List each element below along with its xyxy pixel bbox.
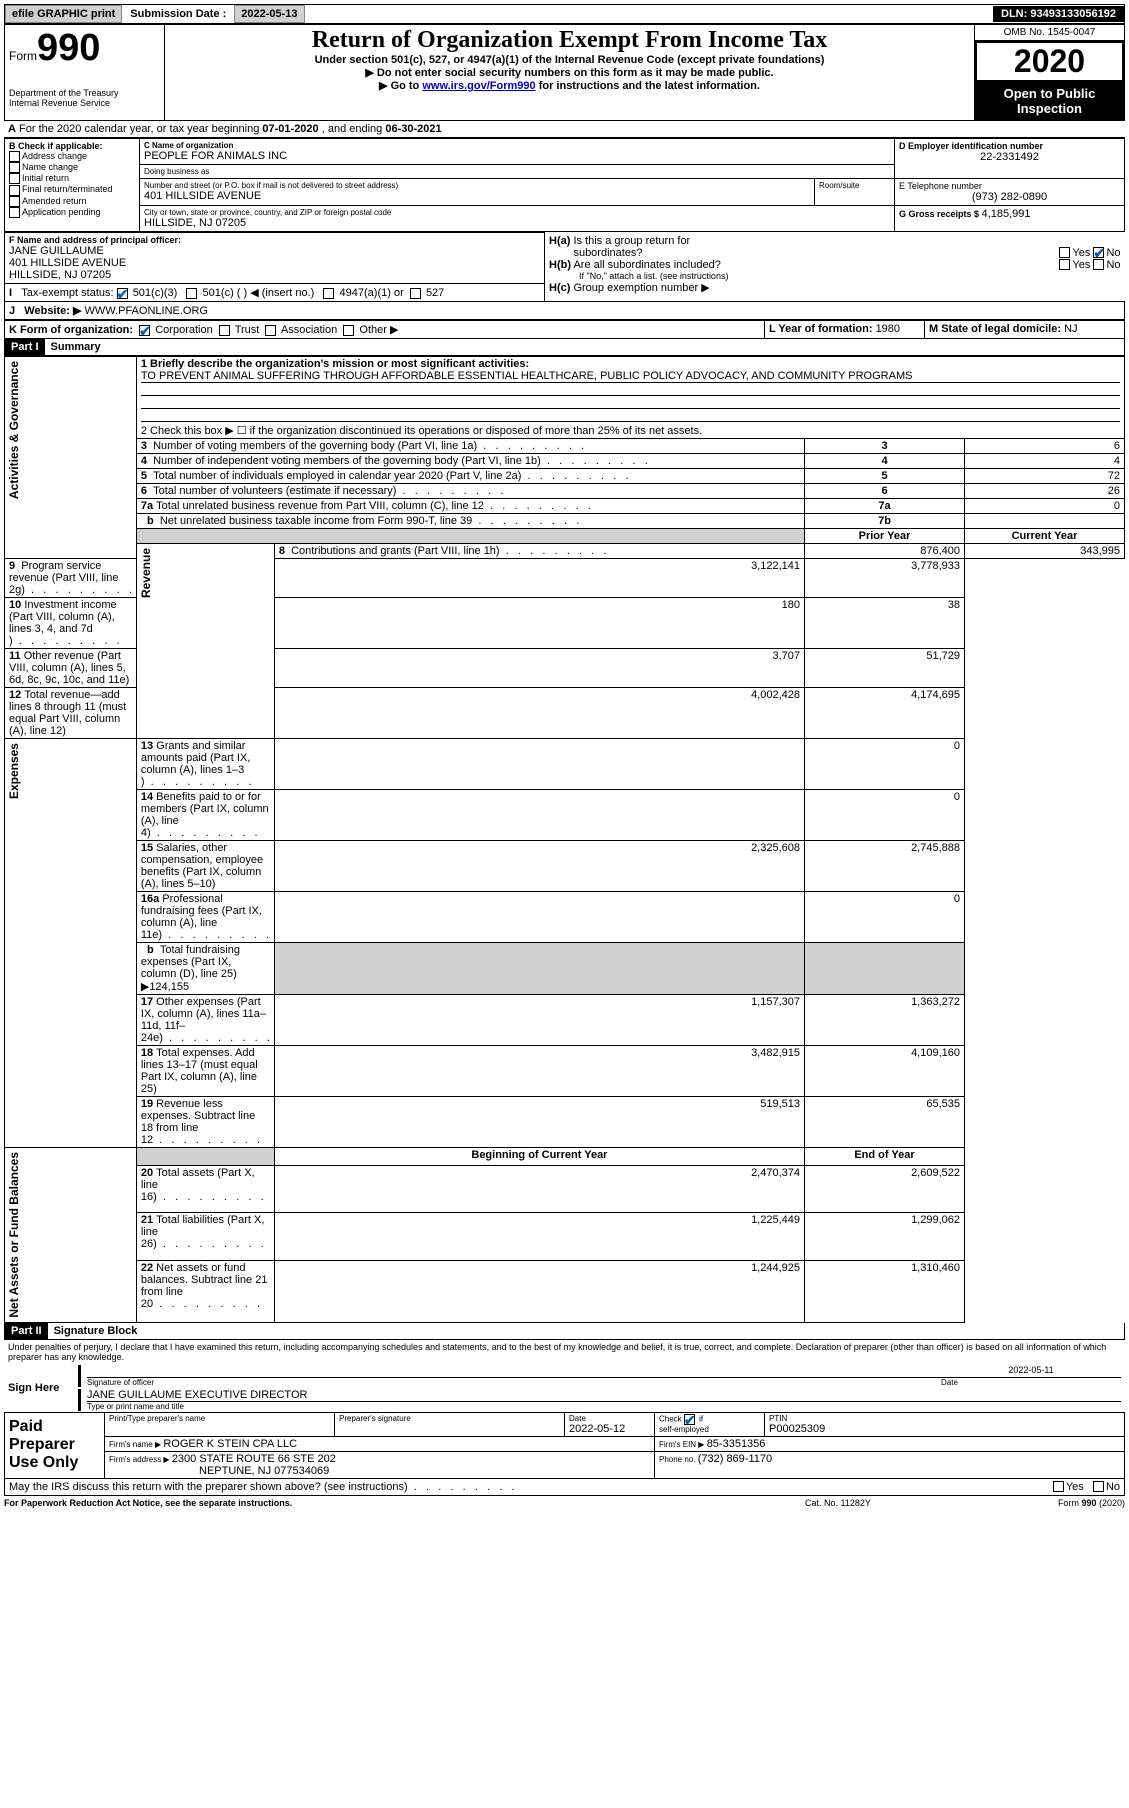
submission-date-button[interactable]: 2022-05-13	[234, 5, 304, 23]
gross-receipts: 4,185,991	[982, 208, 1031, 220]
check-address-change[interactable]	[9, 151, 20, 162]
form-subtitle: Under section 501(c), 527, or 4947(a)(1)…	[169, 54, 970, 66]
dln: DLN: 93493133056192	[993, 6, 1124, 22]
line1-label: 1 Briefly describe the organization's mi…	[141, 358, 529, 370]
i-4947[interactable]	[323, 288, 334, 299]
officer-addr2: HILLSIDE, NJ 07205	[9, 269, 540, 281]
footer-mid: Cat. No. 11282Y	[805, 1498, 985, 1508]
g-label: G Gross receipts $	[899, 209, 982, 219]
efile-button[interactable]: efile GRAPHIC print	[5, 5, 122, 23]
form-number: 990	[37, 27, 100, 69]
k-label: K Form of organization:	[9, 324, 133, 336]
open-to-public: Open to Public Inspection	[975, 82, 1124, 120]
footer-right: Form 990 (2020)	[985, 1498, 1125, 1508]
side-governance: Activities & Governance	[5, 357, 23, 503]
tax-year: 2020	[975, 41, 1124, 82]
form-instr-1: ▶ Do not enter social security numbers o…	[169, 66, 970, 79]
line-a: A For the 2020 calendar year, or tax yea…	[4, 121, 1125, 138]
prep-self-employed[interactable]	[684, 1414, 695, 1425]
dept-treasury: Department of the Treasury	[9, 88, 160, 98]
hb-no[interactable]	[1093, 259, 1104, 270]
top-bar: efile GRAPHIC print Submission Date : 20…	[4, 4, 1125, 24]
telephone: (973) 282-0890	[899, 191, 1120, 203]
side-netassets: Net Assets or Fund Balances	[5, 1148, 23, 1322]
j-label: Website: ▶	[24, 305, 81, 317]
year-formation: 1980	[876, 323, 900, 335]
street-label: Number and street (or P.O. box if mail i…	[144, 181, 810, 190]
paid-preparer: Paid Preparer Use Only	[5, 1412, 105, 1478]
line2: 2 Check this box ▶ ☐ if the organization…	[136, 423, 1124, 439]
form-instr-2: ▶ Go to www.irs.gov/Form990 for instruct…	[169, 79, 970, 92]
entity-block: B Check if applicable: Address change Na…	[4, 138, 1125, 232]
klm-block: K Form of organization: Corporation Trus…	[4, 320, 1125, 339]
discuss-row: May the IRS discuss this return with the…	[4, 1479, 1125, 1496]
h-c: H(c) Group exemption number ▶	[549, 281, 1121, 294]
side-revenue: Revenue	[137, 544, 155, 602]
footer-left: For Paperwork Reduction Act Notice, see …	[4, 1498, 805, 1508]
preparer-block: Paid Preparer Use Only Print/Type prepar…	[4, 1412, 1125, 1479]
hb-yes[interactable]	[1059, 259, 1070, 270]
street: 401 HILLSIDE AVENUE	[144, 190, 810, 202]
form-header: Form990 Department of the Treasury Inter…	[4, 24, 1125, 121]
signature-block: Sign Here 2022-05-11 Signature of office…	[4, 1364, 1125, 1412]
city-label: City or town, state or province, country…	[144, 208, 890, 217]
l-label: L Year of formation:	[769, 323, 876, 335]
sig-date-label: Date	[941, 1378, 1121, 1387]
i-527[interactable]	[410, 288, 421, 299]
omb-number: OMB No. 1545-0047	[975, 25, 1124, 41]
form-title: Return of Organization Exempt From Incom…	[169, 27, 970, 54]
mission-text: TO PREVENT ANIMAL SUFFERING THROUGH AFFO…	[141, 370, 1120, 383]
discuss-yes[interactable]	[1053, 1481, 1064, 1492]
d-label: D Employer identification number	[899, 141, 1120, 151]
e-label: E Telephone number	[899, 181, 1120, 191]
typed-label: Type or print name and title	[87, 1402, 1121, 1411]
h-b-note: If "No," attach a list. (see instruction…	[549, 271, 1121, 281]
h-a: H(a) Is this a group return for subordin…	[549, 235, 1121, 259]
c-name-label: C Name of organization	[144, 141, 890, 150]
check-initial-return[interactable]	[9, 173, 20, 184]
city: HILLSIDE, NJ 07205	[144, 217, 890, 229]
f-label: F Name and address of principal officer:	[9, 235, 540, 245]
state-domicile: NJ	[1064, 323, 1077, 335]
room-label: Room/suite	[819, 181, 890, 190]
k-corporation[interactable]	[139, 325, 150, 336]
website: WWW.PFAONLINE.ORG	[81, 305, 208, 317]
sig-date: 2022-05-11	[941, 1365, 1121, 1378]
org-name: PEOPLE FOR ANIMALS INC	[144, 150, 890, 162]
sig-officer-label: Signature of officer	[87, 1378, 941, 1387]
ein: 22-2331492	[899, 151, 1120, 163]
ha-yes[interactable]	[1059, 247, 1070, 258]
check-application-pending[interactable]	[9, 207, 20, 218]
part1-header: Part ISummary	[4, 339, 1125, 356]
check-final-return[interactable]	[9, 185, 20, 196]
k-trust[interactable]	[219, 325, 230, 336]
fhij-block: F Name and address of principal officer:…	[4, 232, 1125, 320]
part1-table: Activities & Governance 1 Briefly descri…	[4, 356, 1125, 1323]
typed-name: JANE GUILLAUME EXECUTIVE DIRECTOR	[87, 1389, 1121, 1402]
section-b-label: B Check if applicable:	[9, 141, 135, 151]
officer-addr1: 401 HILLSIDE AVENUE	[9, 257, 540, 269]
check-name-change[interactable]	[9, 162, 20, 173]
footer: For Paperwork Reduction Act Notice, see …	[4, 1496, 1125, 1510]
h-b: H(b) Are all subordinates included? Yes …	[549, 259, 1121, 271]
declaration: Under penalties of perjury, I declare th…	[4, 1340, 1125, 1364]
submission-label: Submission Date :	[126, 6, 230, 22]
part2-header: Part IISignature Block	[4, 1323, 1125, 1340]
dept-irs: Internal Revenue Service	[9, 98, 160, 108]
officer-name: JANE GUILLAUME	[9, 245, 540, 257]
side-expenses: Expenses	[5, 739, 23, 803]
k-other[interactable]	[343, 325, 354, 336]
form-word: Form	[9, 49, 37, 63]
i-label: Tax-exempt status:	[21, 287, 113, 299]
k-association[interactable]	[265, 325, 276, 336]
m-label: M State of legal domicile:	[929, 323, 1064, 335]
form990-link[interactable]: www.irs.gov/Form990	[422, 80, 535, 92]
ha-no[interactable]	[1093, 247, 1104, 258]
sign-here: Sign Here	[4, 1364, 74, 1412]
discuss-no[interactable]	[1093, 1481, 1104, 1492]
i-501c[interactable]	[186, 288, 197, 299]
i-501c3[interactable]	[117, 288, 128, 299]
dba-label: Doing business as	[144, 167, 890, 176]
check-amended-return[interactable]	[9, 196, 20, 207]
